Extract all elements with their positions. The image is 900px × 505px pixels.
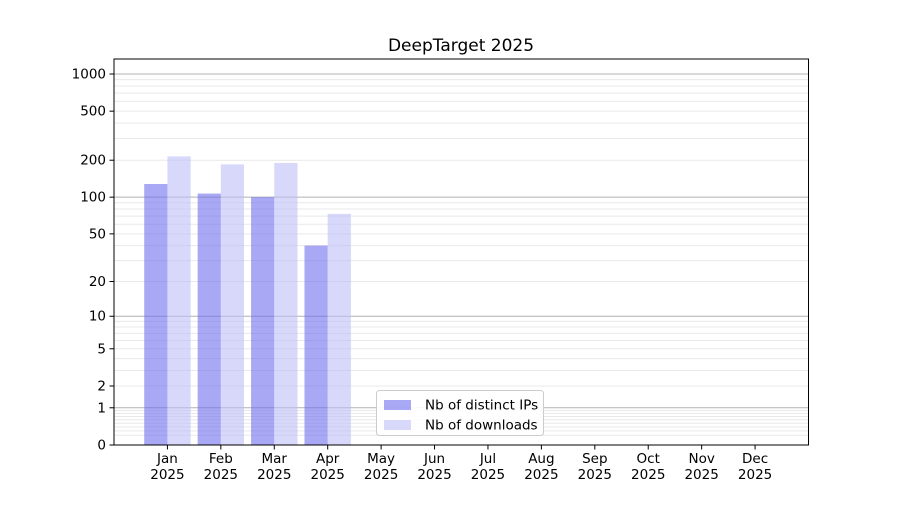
- x-tick-label-year: 2025: [524, 467, 558, 483]
- y-tick-label: 5: [97, 341, 106, 357]
- y-tick-label: 500: [80, 104, 106, 120]
- bar-downloads-jan: [167, 156, 191, 445]
- x-tick-label-year: 2025: [204, 467, 238, 483]
- x-tick-label-month: Jan: [156, 451, 178, 467]
- y-tick-label: 50: [89, 226, 106, 242]
- bar-downloads-feb: [220, 164, 245, 445]
- y-tick-label: 200: [80, 153, 106, 169]
- x-tick-label-month: May: [367, 451, 395, 467]
- x-tick-label-year: 2025: [738, 467, 772, 483]
- plot-border: [113, 58, 809, 446]
- y-tick-label: 20: [89, 274, 106, 290]
- bar-downloads-mar: [274, 162, 298, 445]
- x-tick-label-month: Aug: [528, 451, 554, 467]
- y-tick-label: 100: [80, 190, 106, 206]
- x-tick-label-year: 2025: [150, 467, 184, 483]
- x-tick-label-month: Nov: [688, 451, 714, 467]
- x-tick-label-year: 2025: [311, 467, 345, 483]
- bar-distinct-ips-feb: [197, 193, 221, 445]
- x-tick-label-year: 2025: [578, 467, 612, 483]
- x-tick-label-month: Mar: [262, 451, 288, 467]
- x-tick-label-year: 2025: [471, 467, 505, 483]
- x-tick-label-month: Apr: [316, 451, 340, 467]
- axes: 10005002001005020105210Jan2025Feb2025Mar…: [72, 58, 809, 483]
- x-tick-label-year: 2025: [631, 467, 665, 483]
- chart-title: DeepTarget 2025: [388, 36, 534, 56]
- x-tick-label-month: Dec: [742, 451, 768, 467]
- y-tick-label: 2: [97, 379, 106, 395]
- y-tick-label: 1: [97, 400, 106, 416]
- x-tick-label-month: Jul: [479, 451, 496, 467]
- bars: [144, 156, 351, 446]
- x-tick-label-year: 2025: [417, 467, 451, 483]
- bar-downloads-apr: [327, 213, 351, 445]
- x-tick-label-month: Oct: [637, 451, 660, 467]
- x-tick-label-year: 2025: [257, 467, 291, 483]
- y-tick-label: 1000: [72, 66, 106, 82]
- y-tick-label: 0: [97, 438, 106, 454]
- bar-distinct-ips-jan: [144, 184, 168, 446]
- bar-distinct-ips-apr: [304, 245, 328, 445]
- legend-label-distinct-ips: Nb of distinct IPs: [425, 398, 538, 414]
- legend-box: [376, 390, 544, 436]
- y-tick-label: 10: [89, 309, 106, 325]
- x-tick-label-month: Jun: [423, 451, 445, 467]
- legend-swatch-downloads: [384, 420, 411, 430]
- x-tick-label-month: Sep: [582, 451, 607, 467]
- x-tick-label-month: Feb: [209, 451, 233, 467]
- bar-distinct-ips-mar: [251, 197, 275, 445]
- x-tick-label-year: 2025: [364, 467, 398, 483]
- legend: Nb of distinct IPs Nb of downloads: [376, 390, 544, 436]
- legend-label-downloads: Nb of downloads: [425, 418, 538, 434]
- legend-swatch-distinct-ips: [384, 400, 411, 410]
- x-tick-label-year: 2025: [684, 467, 718, 483]
